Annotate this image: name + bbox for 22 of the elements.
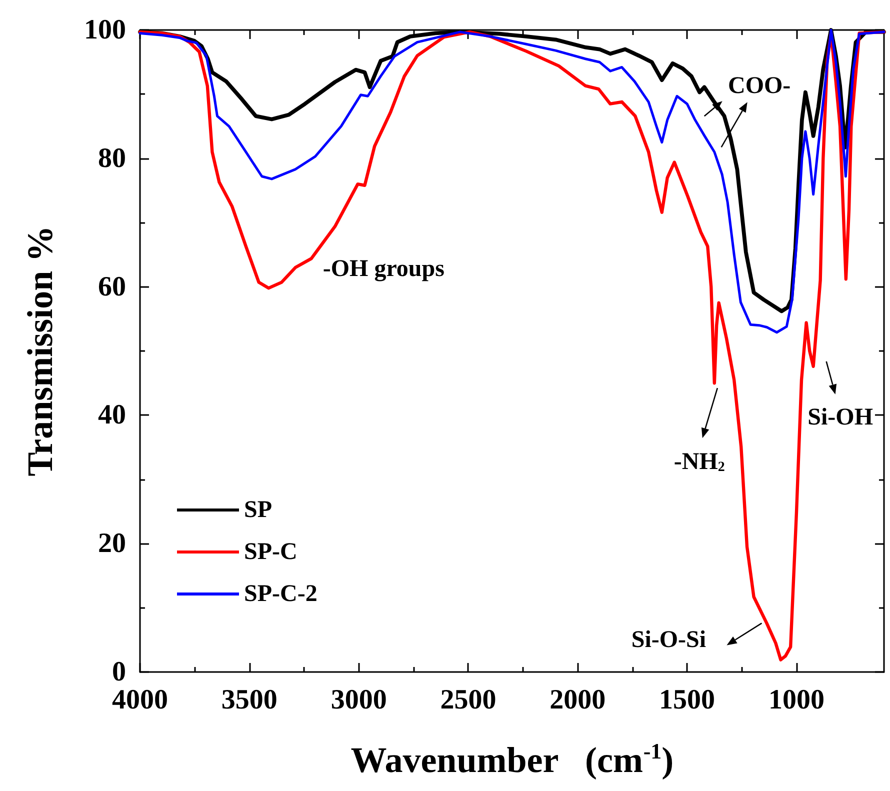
y-tick-label: 40 <box>98 400 126 431</box>
legend-label: SP-C-2 <box>244 581 318 607</box>
x-tick-label: 4000 <box>112 684 168 716</box>
x-tick-label: 2500 <box>440 684 496 716</box>
y-tick-label: 0 <box>112 656 126 688</box>
y-tick-label: 80 <box>98 142 126 174</box>
annotation: Si-OH <box>808 404 874 430</box>
x-tick-label: 1500 <box>659 684 716 716</box>
annotation: -NH2 <box>674 449 725 476</box>
y-axis-title: Transmission % <box>20 226 60 476</box>
x-tick-label: 3000 <box>330 684 387 716</box>
legend-label: SP-C <box>244 539 298 565</box>
annotation: Si-O-Si <box>631 627 706 654</box>
legend-label: SP <box>244 497 272 523</box>
annotation: -OH groups <box>322 256 444 282</box>
y-tick-label: 100 <box>84 14 126 46</box>
x-tick-label: 2000 <box>550 684 606 716</box>
x-tick-label: 3500 <box>221 684 278 716</box>
x-tick-label: 1000 <box>768 684 824 716</box>
y-tick-label: 60 <box>98 271 126 302</box>
y-tick-label: 20 <box>98 528 126 560</box>
annotation: COO- <box>728 73 791 100</box>
